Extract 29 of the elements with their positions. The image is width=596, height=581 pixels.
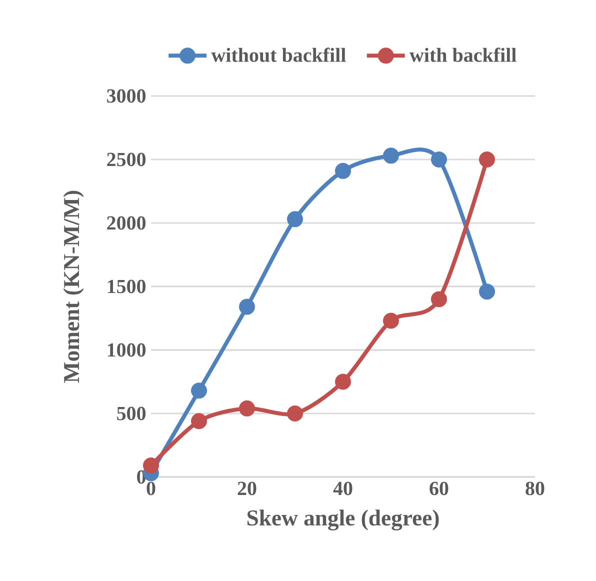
point (430, 151, 447, 168)
point (478, 284, 495, 300)
y-tick-label: 1000 (108, 343, 146, 357)
legend-label: without backfill (211, 48, 346, 62)
point (334, 374, 351, 390)
x-tick-label: 20 (238, 482, 256, 496)
y-tick-label: 1500 (108, 280, 146, 294)
point (191, 413, 207, 430)
legend-label: with backfill (410, 48, 516, 62)
point (382, 312, 399, 329)
point (239, 298, 255, 315)
x-axis-title: Skew angle (degree) (247, 510, 439, 530)
point (286, 405, 303, 422)
point (286, 211, 303, 228)
y-tick-label: 2000 (107, 216, 146, 230)
x-tick-label: 0 (146, 482, 156, 496)
y-tick-label: 3000 (107, 89, 146, 103)
point (239, 400, 255, 416)
point (334, 162, 351, 179)
point (478, 151, 495, 168)
point (191, 382, 207, 399)
y-axis-title: Moment (KN-M/M) (63, 190, 84, 383)
x-tick-label: 80 (526, 482, 544, 496)
point (382, 148, 399, 164)
point (430, 291, 447, 308)
x-tick-label: 40 (333, 482, 352, 496)
y-tick-label: 2500 (107, 152, 146, 166)
x-tick-label: 60 (430, 482, 448, 496)
y-tick-label: 500 (117, 406, 146, 420)
